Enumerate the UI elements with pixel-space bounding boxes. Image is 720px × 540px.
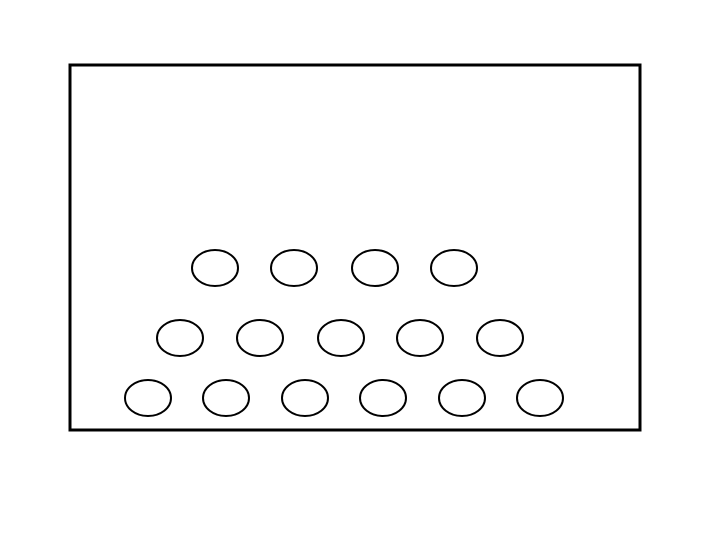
ellipse-row-2-item-0 [125,380,171,416]
ellipse-row-2-item-1 [203,380,249,416]
ellipse-row-2-item-5 [517,380,563,416]
ellipse-row-1-item-4 [477,320,523,356]
ellipse-row-0-item-3 [431,250,477,286]
ellipse-row-0-item-2 [352,250,398,286]
ellipse-row-1-item-1 [237,320,283,356]
ellipse-row-0-item-1 [271,250,317,286]
ellipse-row-1-item-2 [318,320,364,356]
diagram-canvas [0,0,720,540]
ellipse-row-2-item-2 [282,380,328,416]
ellipse-row-2-item-4 [439,380,485,416]
ellipse-row-2-item-3 [360,380,406,416]
outer-frame [70,65,640,430]
ellipse-row-1-item-3 [397,320,443,356]
ellipse-row-1-item-0 [157,320,203,356]
ellipse-row-0-item-0 [192,250,238,286]
ellipse-group [125,250,563,416]
